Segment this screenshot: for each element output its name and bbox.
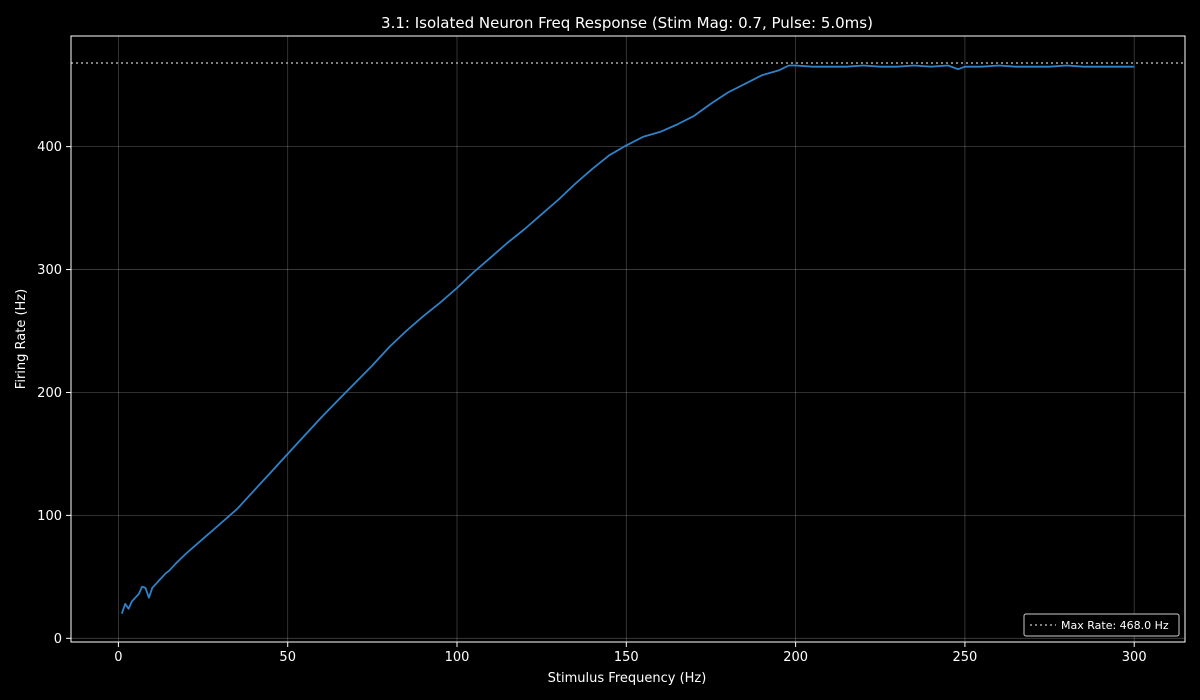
x-tick-label: 200	[783, 650, 808, 665]
y-axis: 0 100 200 300 400	[37, 140, 71, 647]
grid	[71, 36, 1185, 642]
x-tick-label: 150	[614, 650, 639, 665]
legend: Max Rate: 468.0 Hz	[1023, 613, 1180, 637]
y-tick-label: 200	[37, 386, 62, 401]
x-axis-label: Stimulus Frequency (Hz)	[548, 671, 707, 686]
x-tick-label: 300	[1122, 650, 1147, 665]
x-tick-label: 50	[279, 650, 296, 665]
y-tick-label: 100	[37, 509, 62, 524]
x-tick-label: 0	[114, 650, 122, 665]
plot-frame	[70, 35, 1186, 643]
y-tick-label: 300	[37, 263, 62, 278]
legend-box	[1023, 613, 1180, 637]
series-layer	[120, 64, 1135, 614]
y-axis-label: Firing Rate (Hz)	[14, 289, 29, 389]
x-tick-label: 250	[952, 650, 977, 665]
x-tick-label: 100	[445, 650, 470, 665]
chart-title: 3.1: Isolated Neuron Freq Response (Stim…	[381, 14, 873, 32]
y-tick-label: 0	[54, 632, 62, 647]
series-line	[120, 64, 1135, 614]
x-axis: 0 50 100 150 200 250 300	[114, 642, 1147, 665]
y-tick-label: 400	[37, 140, 62, 155]
legend-label: Max Rate: 468.0 Hz	[1061, 619, 1169, 632]
